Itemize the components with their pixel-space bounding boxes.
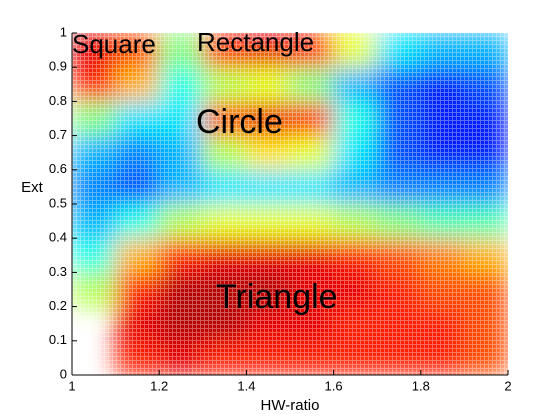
x-axis-label: HW-ratio [261,397,320,414]
y-tick-label: 0.7 [49,127,67,142]
y-tick-label: 0.4 [49,230,67,245]
x-tick-label: 1.6 [325,378,343,393]
annotation: Circle [196,103,283,141]
y-tick-label: 0.1 [49,332,67,347]
x-tick-label: 1.8 [412,378,430,393]
x-tick-label: 1.2 [150,378,168,393]
x-tick-label: 1.4 [237,378,255,393]
y-tick-label: 1 [60,24,67,39]
annotation: Triangle [216,278,338,316]
annotation: Square [72,29,156,59]
x-tick-label: 2 [504,378,511,393]
mesh-overlay [72,33,508,375]
y-tick-label: 0.3 [49,264,67,279]
y-axis-label: Ext [21,179,44,196]
x-tick-label: 1 [68,378,75,393]
y-tick-label: 0.5 [49,195,67,210]
y-tick-label: 0.8 [49,93,67,108]
y-tick-label: 0.2 [49,298,67,313]
y-tick-label: 0.9 [49,59,67,74]
y-tick-label: 0 [60,366,67,381]
annotation: Rectangle [197,27,314,57]
y-tick-label: 0.6 [49,161,67,176]
